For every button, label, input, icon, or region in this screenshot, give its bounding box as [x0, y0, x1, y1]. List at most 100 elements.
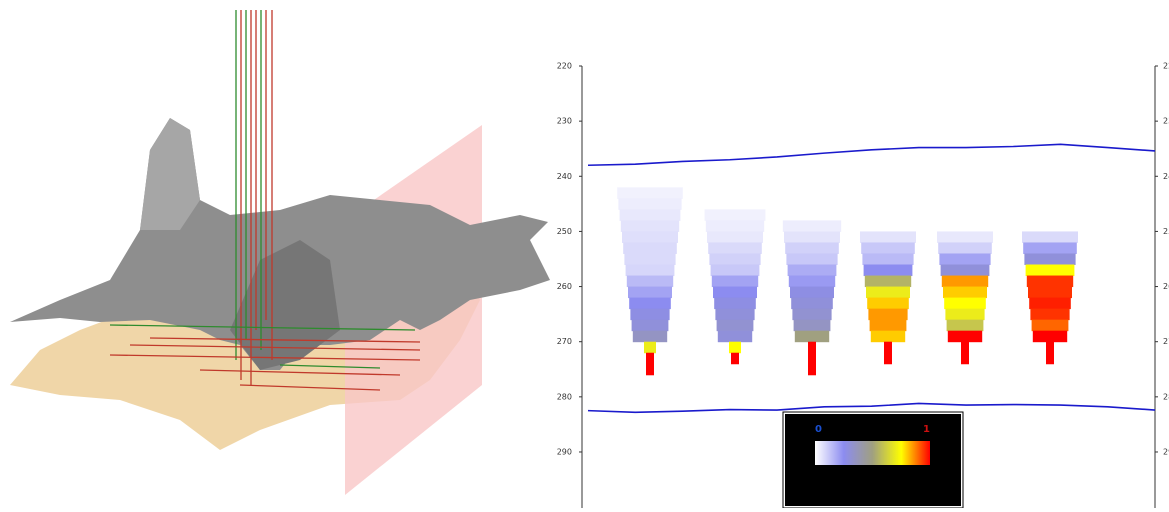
heat-cell — [631, 319, 669, 332]
heat-cell — [714, 297, 756, 310]
heat-cell — [868, 308, 908, 321]
heat-cell — [1024, 253, 1076, 266]
heat-cell — [884, 352, 892, 365]
heat-cell — [617, 187, 683, 199]
heat-cell — [705, 220, 765, 232]
heat-cell — [711, 275, 759, 288]
heat-cell — [870, 330, 906, 343]
heat-cell — [1030, 308, 1070, 321]
heat-cell — [782, 220, 842, 232]
grid-line-3d — [149, 337, 421, 343]
heat-cell — [808, 363, 816, 376]
heat-cell — [632, 330, 668, 343]
y2-tick-label: 240 — [1163, 172, 1169, 181]
heat-cell — [731, 352, 739, 365]
heat-cell — [947, 330, 983, 343]
grid-line-3d — [129, 344, 421, 351]
heat-cell — [619, 209, 681, 221]
heat-cell — [945, 308, 985, 321]
heat-cell — [628, 286, 672, 299]
heat-cell — [790, 286, 834, 299]
y2-tick-label: 250 — [1163, 227, 1169, 236]
y2-tick-label: 290 — [1163, 447, 1169, 456]
y2-tick-label: 220 — [1163, 62, 1169, 71]
heat-cell — [729, 341, 741, 354]
colorbar — [815, 441, 930, 465]
heat-cell — [646, 352, 654, 365]
y-tick-label: 270 — [557, 337, 572, 346]
heat-cell — [1023, 242, 1077, 254]
heat-cell — [793, 319, 831, 332]
heat-cell — [792, 308, 832, 321]
y2-tick-label: 270 — [1163, 337, 1169, 346]
heat-cell — [624, 253, 676, 266]
heat-cell — [715, 308, 755, 321]
heat-cell — [961, 341, 969, 354]
heat-cell — [708, 242, 762, 254]
heat-cell — [625, 264, 675, 277]
heat-cell — [961, 352, 969, 365]
heat-cell — [941, 275, 989, 288]
heat-cell — [788, 275, 836, 288]
heat-cell — [861, 242, 915, 254]
heat-cell — [1046, 352, 1054, 365]
upper-surface — [10, 118, 550, 370]
heat-cell — [709, 253, 761, 266]
y-tick-label: 230 — [557, 117, 572, 126]
heat-cell — [862, 253, 914, 266]
heat-cell — [784, 231, 840, 243]
terrain-render — [10, 10, 550, 495]
boundary-line — [587, 143, 1156, 167]
heat-cell — [1032, 330, 1068, 343]
heat-cell — [1026, 275, 1074, 288]
y-tick-label: 290 — [557, 447, 572, 456]
heat-cell — [938, 242, 992, 254]
heat-cell — [863, 264, 913, 277]
heat-cell — [939, 253, 991, 266]
heat-cell — [716, 319, 754, 332]
boundary-line — [587, 402, 1156, 414]
heat-cell — [786, 253, 838, 266]
heat-cell — [794, 330, 830, 343]
y-tick-label: 220 — [557, 62, 572, 71]
heat-cell — [1022, 231, 1078, 243]
well-lines — [109, 10, 421, 391]
heat-cell — [1025, 264, 1075, 277]
colorbar-label: 1 — [923, 424, 930, 435]
y-tick-label: 240 — [557, 172, 572, 181]
y2-tick-label: 260 — [1163, 282, 1169, 291]
heat-cell — [629, 297, 671, 310]
ridge — [230, 240, 340, 370]
heat-cell — [620, 220, 680, 232]
heat-cell — [937, 231, 993, 243]
heat-cell — [866, 286, 910, 299]
heat-cell — [710, 264, 760, 277]
heat-cell — [623, 242, 677, 254]
colorbar-label: 0 — [815, 424, 822, 435]
grid-line-3d — [199, 369, 401, 376]
heat-cell — [646, 363, 654, 376]
heat-cell — [713, 286, 757, 299]
y2-tick-label: 230 — [1163, 117, 1169, 126]
y-tick-label: 250 — [557, 227, 572, 236]
heat-cell — [869, 319, 907, 332]
heat-cell — [707, 231, 763, 243]
grid-line-3d — [109, 354, 421, 361]
heat-cell — [791, 297, 833, 310]
heat-cell — [946, 319, 984, 332]
heat-cell — [940, 264, 990, 277]
heat-cell — [622, 231, 678, 243]
heat-cell — [1028, 286, 1072, 299]
heat-cell — [884, 341, 892, 354]
heat-cell — [943, 286, 987, 299]
heat-cell — [785, 242, 839, 254]
grid-line-3d — [279, 364, 381, 369]
peak — [140, 118, 200, 230]
heat-cell — [717, 330, 753, 343]
heat-cell — [1046, 341, 1054, 354]
heat-cell — [867, 297, 909, 310]
heat-cell — [787, 264, 837, 277]
heat-cell — [860, 231, 916, 243]
heat-cell — [864, 275, 912, 288]
